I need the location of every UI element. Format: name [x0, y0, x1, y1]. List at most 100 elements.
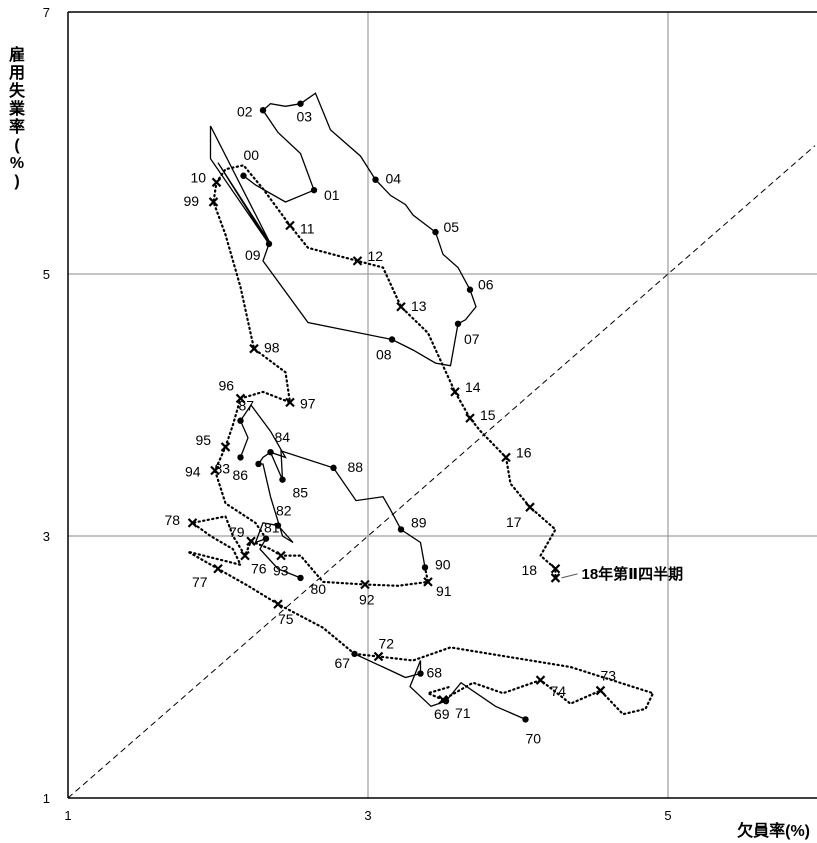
point-marker-15: [465, 413, 475, 423]
annotation-18q2: 18年第Ⅱ四半期: [561, 565, 684, 583]
point-marker-18: [550, 563, 561, 574]
y-tick-label: 7: [43, 5, 50, 20]
point-label-96: 96: [219, 377, 235, 393]
point-marker-06: [466, 286, 474, 293]
point-label-18: 18: [522, 562, 538, 578]
point-label-15: 15: [480, 407, 496, 423]
y-axis-label-char: 業: [8, 99, 26, 118]
point-marker-08: [388, 336, 396, 343]
point-marker-73: [595, 685, 606, 696]
point-marker-82: [274, 522, 282, 529]
point-marker-00: [240, 172, 247, 179]
point-label-72: 72: [379, 636, 395, 652]
point-marker-12: [352, 256, 363, 266]
point-marker-79: [246, 536, 256, 547]
point-marker-18b: [550, 573, 561, 583]
grid-lines: [68, 11, 817, 798]
point-label-92: 92: [359, 591, 375, 607]
point-marker-68: [417, 670, 424, 677]
y-axis-label-char: %: [10, 155, 24, 172]
point-marker-13: [396, 301, 406, 312]
point-label-03: 03: [297, 109, 313, 125]
point-label-17: 17: [506, 514, 522, 530]
point-label-00: 00: [244, 147, 260, 163]
point-label-04: 04: [386, 171, 402, 187]
annotation-leader: [561, 573, 578, 579]
point-label-06: 06: [478, 277, 494, 293]
point-label-16: 16: [516, 444, 532, 460]
point-marker-86: [255, 460, 262, 468]
y-axis-label-char: 用: [9, 64, 25, 82]
point-label-98: 98: [264, 340, 280, 356]
point-marker-16: [501, 452, 511, 463]
point-label-75: 75: [278, 611, 294, 627]
y-tick-label: 1: [43, 791, 50, 806]
point-label-76: 76: [251, 561, 267, 577]
point-label-01: 01: [324, 187, 340, 203]
reference-line: [67, 145, 816, 799]
point-marker-93: [276, 550, 286, 561]
point-label-71: 71: [455, 705, 471, 721]
point-marker-80: [297, 574, 304, 582]
point-marker-76: [240, 550, 250, 561]
point-marker-84: [267, 448, 274, 456]
point-marker-03: [297, 100, 304, 107]
point-marker-11: [285, 220, 295, 231]
point-marker-85: [279, 476, 286, 483]
point-label-68: 68: [427, 665, 443, 681]
point-marker-77: [213, 563, 223, 574]
point-marker-91: [423, 577, 433, 587]
solid-series-path: [354, 653, 526, 720]
y-axis-label-char: ): [14, 173, 19, 190]
point-label-83: 83: [215, 460, 231, 476]
point-marker-74: [535, 675, 546, 685]
point-marker-09: [265, 240, 273, 248]
point-marker-07: [454, 320, 462, 327]
point-label-88: 88: [348, 459, 364, 475]
point-marker-89: [397, 526, 405, 533]
point-label-90: 90: [435, 556, 451, 572]
point-label-95: 95: [196, 432, 212, 448]
reference-45-degree-line: [67, 145, 816, 799]
x-tick-label: 1: [64, 808, 71, 823]
series-paths: [187, 92, 655, 720]
point-marker-96: [235, 393, 246, 404]
point-marker-83: [237, 454, 244, 461]
point-marker-05: [432, 228, 439, 236]
x-tick-label: 5: [664, 808, 671, 823]
annotation-text: 18年第Ⅱ四半期: [582, 565, 684, 583]
point-label-10: 10: [191, 169, 207, 185]
point-label-93: 93: [273, 563, 289, 579]
point-label-81: 81: [264, 520, 280, 536]
point-label-69: 69: [434, 706, 450, 722]
point-label-80: 80: [311, 581, 327, 597]
point-label-70: 70: [526, 730, 542, 746]
point-marker-99: [208, 197, 219, 207]
point-marker-95: [220, 442, 231, 452]
solid-series-path: [239, 403, 287, 459]
y-axis-label-char: 失: [9, 81, 26, 100]
point-marker-90: [421, 564, 429, 571]
point-marker-87: [237, 417, 244, 424]
point-marker-17: [525, 502, 535, 512]
point-marker-94: [210, 465, 220, 476]
dotted-series-path: [212, 164, 557, 579]
dotted-series-path: [187, 515, 430, 655]
point-marker-75: [273, 599, 283, 609]
point-label-09: 09: [245, 247, 261, 263]
point-marker-70: [522, 716, 529, 723]
point-marker-02: [259, 107, 267, 114]
point-marker-71: [438, 694, 448, 705]
x-tick-label: 3: [364, 808, 371, 823]
y-tick-label: 3: [43, 529, 50, 544]
point-label-99: 99: [184, 193, 200, 209]
point-label-73: 73: [601, 668, 617, 684]
y-axis-label-char: 雇: [9, 45, 25, 64]
point-label-02: 02: [237, 103, 253, 119]
point-marker-92: [360, 579, 370, 590]
point-label-86: 86: [233, 467, 249, 483]
point-label-87: 87: [239, 398, 255, 414]
point-label-79: 79: [229, 524, 245, 540]
